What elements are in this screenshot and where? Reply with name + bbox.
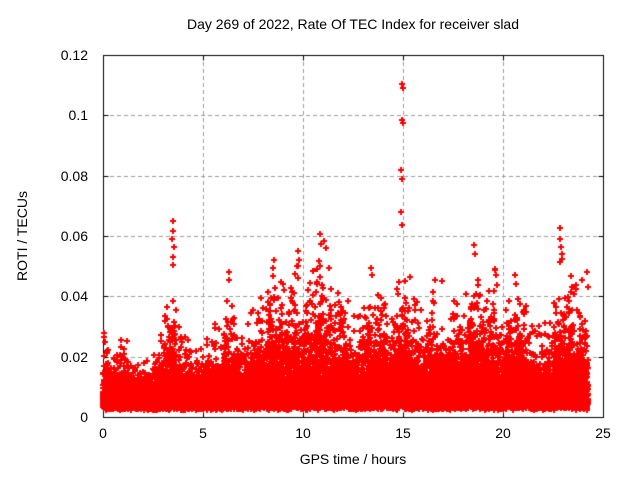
y-tick-label: 0.12 <box>60 47 88 63</box>
x-tick-label: 10 <box>295 425 311 441</box>
x-tick-label: 20 <box>495 425 511 441</box>
chart-title: Day 269 of 2022, Rate Of TEC Index for r… <box>186 16 520 32</box>
x-axis-label: GPS time / hours <box>299 451 407 467</box>
x-tick-label: 5 <box>199 425 207 441</box>
x-tick-label: 0 <box>99 425 107 441</box>
y-axis-label: ROTI / TECUs <box>14 191 30 281</box>
y-tick-label: 0.1 <box>68 107 88 123</box>
y-tick-label: 0.04 <box>60 288 88 304</box>
y-tick-label: 0 <box>80 409 88 425</box>
y-tick-label: 0.08 <box>60 168 88 184</box>
x-tick-label: 15 <box>395 425 411 441</box>
y-tick-label: 0.06 <box>60 228 88 244</box>
y-tick-label: 0.02 <box>60 349 88 365</box>
x-tick-label: 25 <box>595 425 611 441</box>
